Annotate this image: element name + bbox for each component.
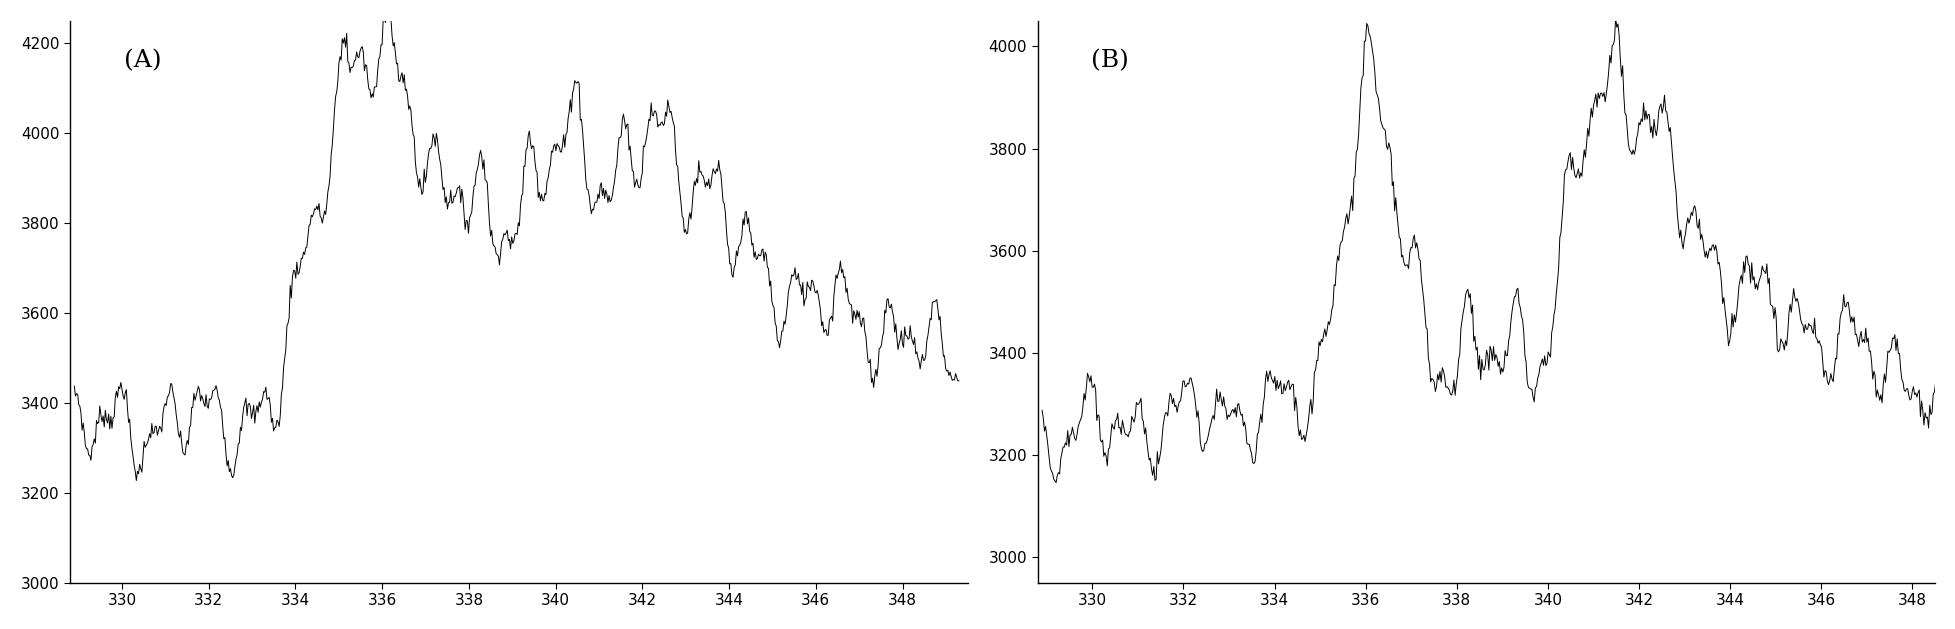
Text: (A): (A) [123, 49, 162, 72]
Text: (B): (B) [1091, 49, 1128, 72]
